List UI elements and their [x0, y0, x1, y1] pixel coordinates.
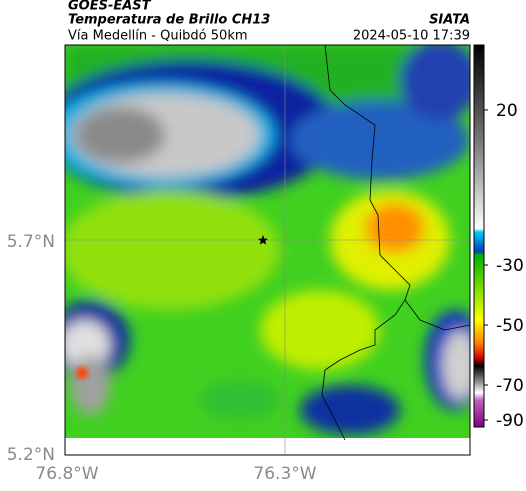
- datetime: 2024-05-10 17:39: [353, 29, 470, 44]
- colorbar: [473, 44, 485, 428]
- colorbar-tick-label: -30: [496, 256, 524, 276]
- colorbar-tick-label: 20: [496, 101, 518, 121]
- source: SIATA: [429, 13, 470, 28]
- colorbar-tick-label: -90: [496, 411, 524, 431]
- lon-tick-label: 76.3°W: [253, 464, 316, 484]
- colorbar-tick-label: -50: [496, 316, 524, 336]
- lon-tick-label: 76.8°W: [35, 464, 98, 484]
- location: Vía Medellín - Quibdó 50km: [68, 29, 248, 44]
- map-frame: [64, 44, 471, 456]
- colorbar-tick-label: -70: [496, 376, 524, 396]
- title: GOES-EAST: [68, 0, 152, 14]
- lat-tick-label: 5.7°N: [7, 232, 55, 252]
- satellite-image: [65, 45, 470, 455]
- lat-tick-label: 5.2°N: [7, 445, 55, 465]
- subtitle: Temperatura de Brillo CH13: [68, 13, 270, 28]
- colorbar-ticks: [484, 109, 488, 421]
